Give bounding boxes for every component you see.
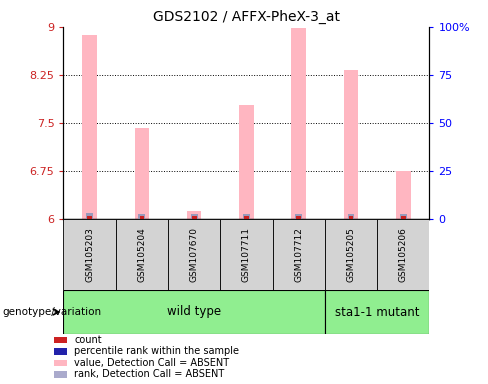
Bar <box>82 35 97 219</box>
Text: value, Detection Call = ABSENT: value, Detection Call = ABSENT <box>74 358 229 368</box>
Bar <box>348 216 353 219</box>
Bar <box>54 337 67 343</box>
Bar <box>291 28 306 219</box>
Bar <box>273 219 325 290</box>
Bar <box>325 290 429 334</box>
Bar <box>401 216 406 219</box>
Bar <box>54 360 67 366</box>
Bar <box>295 214 302 219</box>
Text: percentile rank within the sample: percentile rank within the sample <box>74 346 239 356</box>
Bar <box>296 216 301 219</box>
Bar <box>87 216 92 219</box>
Bar <box>243 214 250 219</box>
Bar <box>192 216 197 219</box>
Text: GSM105205: GSM105205 <box>346 227 356 282</box>
Text: genotype/variation: genotype/variation <box>2 307 102 317</box>
Text: GSM107712: GSM107712 <box>294 227 303 282</box>
Text: rank, Detection Call = ABSENT: rank, Detection Call = ABSENT <box>74 369 224 379</box>
Bar <box>396 171 410 219</box>
Bar <box>116 219 168 290</box>
Bar <box>63 219 116 290</box>
Bar <box>54 348 67 354</box>
Text: count: count <box>74 335 102 345</box>
Bar <box>344 70 358 219</box>
Bar <box>239 105 254 219</box>
Bar <box>86 213 93 219</box>
Text: wild type: wild type <box>167 306 221 318</box>
Bar <box>54 371 67 377</box>
Bar <box>140 216 144 219</box>
Bar <box>400 214 407 219</box>
Bar <box>63 290 325 334</box>
Text: sta1-1 mutant: sta1-1 mutant <box>335 306 419 318</box>
Text: GSM107711: GSM107711 <box>242 227 251 282</box>
Bar <box>244 216 249 219</box>
Bar <box>191 214 198 219</box>
Title: GDS2102 / AFFX-PheX-3_at: GDS2102 / AFFX-PheX-3_at <box>153 10 340 25</box>
Text: GSM105203: GSM105203 <box>85 227 94 282</box>
Text: GSM107670: GSM107670 <box>190 227 199 282</box>
Bar <box>220 219 273 290</box>
Bar <box>325 219 377 290</box>
Bar <box>347 214 354 219</box>
Bar <box>187 211 202 219</box>
Bar <box>168 219 220 290</box>
Text: GSM105206: GSM105206 <box>399 227 408 282</box>
Bar <box>377 219 429 290</box>
Bar <box>139 214 145 219</box>
Text: GSM105204: GSM105204 <box>137 227 146 282</box>
Bar <box>135 128 149 219</box>
